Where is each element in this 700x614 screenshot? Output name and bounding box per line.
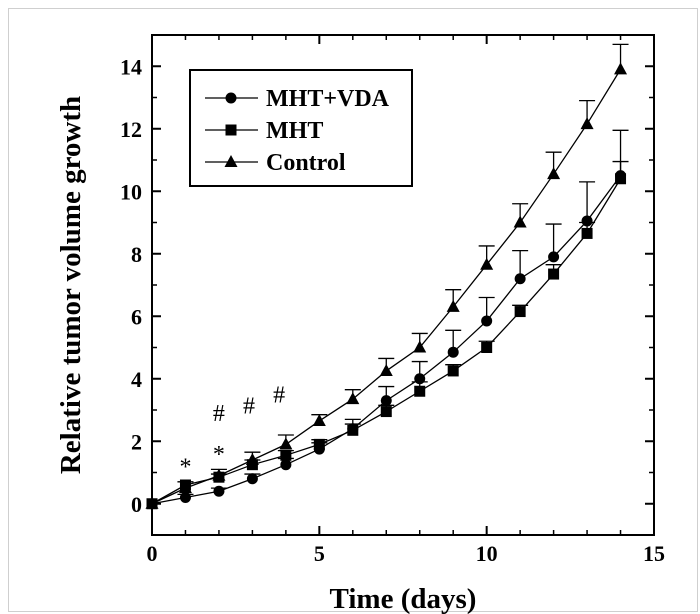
data-point-control (413, 340, 427, 353)
y-tick-label: 0 (131, 492, 142, 517)
data-point-control (279, 437, 293, 450)
data-point-control (614, 62, 628, 75)
series-mht-vda (146, 129, 629, 510)
data-point-mht-vda (447, 346, 459, 358)
x-tick-label: 5 (314, 541, 325, 566)
data-point-mht-vda (481, 315, 493, 327)
data-point-control (480, 257, 494, 270)
data-point-mht (313, 438, 325, 450)
figure-frame (8, 8, 698, 612)
data-point-mht (280, 449, 292, 461)
data-point-mht (447, 365, 459, 377)
data-point-control (178, 481, 192, 494)
legend-marker-mht (225, 124, 237, 136)
data-point-mht-vda (280, 459, 292, 471)
data-point-mht (347, 424, 359, 436)
data-point-mht (548, 268, 560, 280)
legend: MHT+VDA MHT Control (189, 69, 413, 187)
series-control (145, 43, 629, 509)
data-point-control (212, 468, 226, 481)
significance-mark: * (179, 454, 191, 480)
data-point-control (346, 392, 360, 405)
y-tick-label: 6 (131, 304, 142, 329)
data-point-control (513, 215, 527, 228)
data-point-mht (414, 385, 426, 397)
x-axis-label: Time (days) (330, 583, 477, 614)
data-point-mht (615, 173, 627, 185)
data-point-mht-vda (514, 273, 526, 285)
data-point-control (145, 496, 159, 509)
data-point-control (312, 413, 326, 426)
y-tick-label: 12 (120, 117, 142, 142)
legend-marker-mht-vda (225, 92, 237, 104)
significance-mark: # (213, 401, 225, 427)
data-point-control (446, 299, 460, 312)
data-point-mht-vda (581, 215, 593, 227)
data-point-control (580, 117, 594, 130)
x-tick-label: 10 (476, 541, 498, 566)
y-axis-label: Relative tumor volume growth (55, 96, 87, 474)
data-point-mht (581, 227, 593, 239)
data-point-mht-vda (246, 473, 258, 485)
x-tick-label: 15 (643, 541, 665, 566)
data-point-mht-vda (380, 395, 392, 407)
y-tick-label: 8 (131, 242, 142, 267)
y-tick-label: 14 (120, 54, 142, 79)
data-point-control (245, 453, 259, 465)
legend-marker-control (224, 155, 238, 167)
data-point-control (379, 363, 393, 376)
data-point-mht-vda (179, 492, 191, 503)
y-tick-label: 4 (131, 367, 142, 392)
data-point-mht (514, 306, 526, 318)
significance-mark: # (243, 393, 255, 419)
significance-mark: # (273, 382, 285, 408)
data-point-control (547, 167, 561, 180)
legend-label-mht-vda: MHT+VDA (266, 86, 390, 112)
significance-mark: * (213, 442, 225, 468)
data-point-mht-vda (548, 251, 560, 263)
y-tick-label: 2 (131, 429, 142, 454)
data-point-mht-vda (213, 485, 225, 497)
data-point-mht (380, 406, 392, 418)
y-tick-label: 10 (120, 179, 142, 204)
legend-label-control: Control (266, 150, 346, 176)
data-point-mht (481, 342, 493, 353)
x-tick-label: 0 (147, 541, 158, 566)
legend-label-mht: MHT (266, 118, 323, 144)
